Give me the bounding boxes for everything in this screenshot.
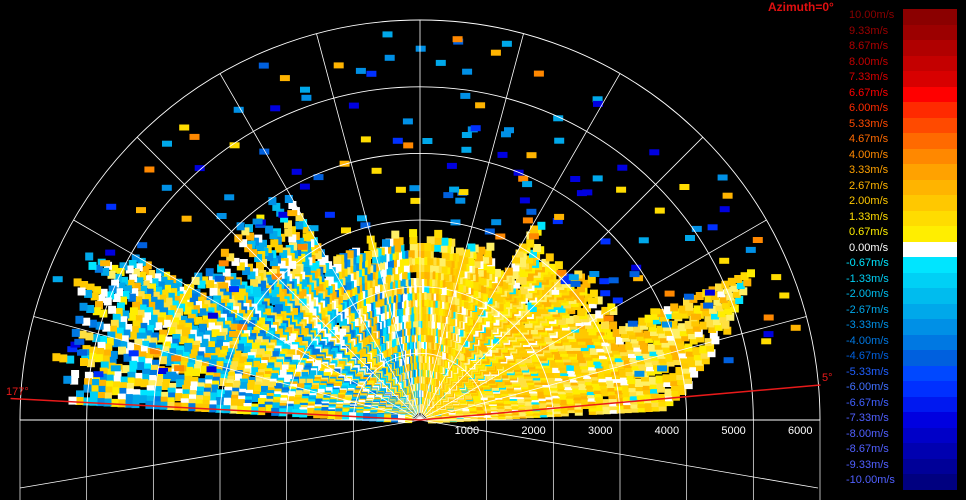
- scale-label: 0.67m/s: [849, 226, 889, 238]
- scale-label: -2.67m/s: [846, 303, 889, 316]
- scale-label: 10.00m/s: [849, 9, 895, 21]
- scale-swatch: [903, 458, 957, 475]
- range-label: 6000: [788, 425, 812, 437]
- scale-label: -4.67m/s: [846, 350, 889, 362]
- scale-label: 9.33m/s: [849, 24, 889, 37]
- scale-swatch: [903, 102, 957, 119]
- scale-label: -6.67m/s: [846, 396, 889, 409]
- azimuth-label: Azimuth=0°: [768, 0, 834, 14]
- scale-label: 8.00m/s: [849, 55, 889, 68]
- scale-label: -10.00m/s: [846, 474, 895, 486]
- left-angle-label: 177°: [6, 386, 29, 398]
- range-label: 2000: [521, 425, 545, 437]
- azimuth-spoke: [419, 136, 704, 421]
- scale-swatch: [903, 288, 957, 305]
- scale-swatch: [903, 427, 957, 444]
- scale-label: -4.00m/s: [846, 334, 889, 347]
- scale-swatch: [903, 86, 957, 103]
- right-angle-label: 5°: [822, 372, 833, 384]
- scale-swatch: [903, 303, 957, 320]
- scale-swatch: [903, 24, 957, 41]
- scale-swatch: [903, 195, 957, 212]
- scale-label: 6.67m/s: [849, 86, 889, 99]
- scale-swatch: [903, 9, 957, 26]
- scale-swatch: [903, 474, 957, 491]
- scale-swatch: [903, 272, 957, 289]
- scale-swatch: [903, 365, 957, 382]
- azimuth-spoke: [33, 316, 421, 421]
- azimuth-spoke: [136, 136, 421, 421]
- scale-label: 2.00m/s: [849, 195, 889, 207]
- scale-label: -8.00m/s: [846, 427, 889, 440]
- right-elevation-line: [419, 384, 821, 421]
- range-label: 5000: [721, 425, 745, 437]
- scale-label: -3.33m/s: [846, 319, 889, 331]
- scale-label: -0.67m/s: [846, 257, 889, 269]
- scale-label: 4.67m/s: [849, 133, 889, 145]
- scale-swatch: [903, 257, 957, 274]
- scale-label: -5.33m/s: [846, 365, 889, 378]
- scale-swatch: [903, 164, 957, 181]
- scale-label: 3.33m/s: [849, 164, 889, 176]
- scale-swatch: [903, 133, 957, 150]
- scale-label: -8.67m/s: [846, 443, 889, 455]
- scale-label: 6.00m/s: [849, 102, 889, 114]
- scale-swatch: [903, 71, 957, 88]
- scale-label: -2.00m/s: [846, 288, 889, 300]
- echo-layer: [52, 31, 801, 424]
- scale-swatch: [903, 443, 957, 460]
- scale-swatch: [903, 40, 957, 57]
- scale-label: 8.67m/s: [849, 40, 889, 52]
- lower-right-edge: [419, 419, 819, 489]
- scale-swatch: [903, 381, 957, 398]
- scale-label: -6.00m/s: [846, 381, 889, 393]
- scale-label: -1.33m/s: [846, 272, 889, 285]
- range-labels: 1000 2000 3000 4000 5000 6000: [455, 425, 813, 437]
- scale-label: 7.33m/s: [849, 71, 889, 83]
- scale-swatch: [903, 319, 957, 336]
- scale-label: 0.00m/s: [849, 241, 889, 254]
- scale-swatch: [903, 334, 957, 351]
- scale-swatch: [903, 412, 957, 429]
- scale-label: 2.67m/s: [849, 179, 889, 192]
- scale-swatch: [903, 241, 957, 258]
- scale-label: 4.00m/s: [849, 148, 889, 161]
- left-elevation-line: [10, 397, 421, 421]
- range-label: 4000: [655, 425, 679, 437]
- lower-left-edge: [19, 419, 421, 489]
- scale-swatch: [903, 55, 957, 72]
- scale-swatch: [903, 117, 957, 134]
- scale-swatch: [903, 396, 957, 413]
- azimuth-spoke: [316, 33, 421, 421]
- range-label: 1000: [455, 425, 479, 437]
- scale-swatch: [903, 210, 957, 227]
- azimuth-spoke: [419, 219, 767, 421]
- scale-swatch: [903, 226, 957, 243]
- scale-swatch: [903, 179, 957, 196]
- azimuth-spoke: [419, 73, 621, 421]
- azimuth-spoke: [419, 316, 807, 421]
- azimuth-spoke: [419, 33, 524, 421]
- range-label: 3000: [588, 425, 612, 437]
- scale-label: -7.33m/s: [846, 412, 889, 424]
- azimuth-spoke: [73, 219, 421, 421]
- scale-label: 5.33m/s: [849, 117, 889, 130]
- scale-swatch: [903, 148, 957, 165]
- azimuth-spoke: [219, 73, 421, 421]
- scale-label: -9.33m/s: [846, 458, 889, 471]
- scale-label: 1.33m/s: [849, 210, 889, 223]
- scale-swatch: [903, 350, 957, 367]
